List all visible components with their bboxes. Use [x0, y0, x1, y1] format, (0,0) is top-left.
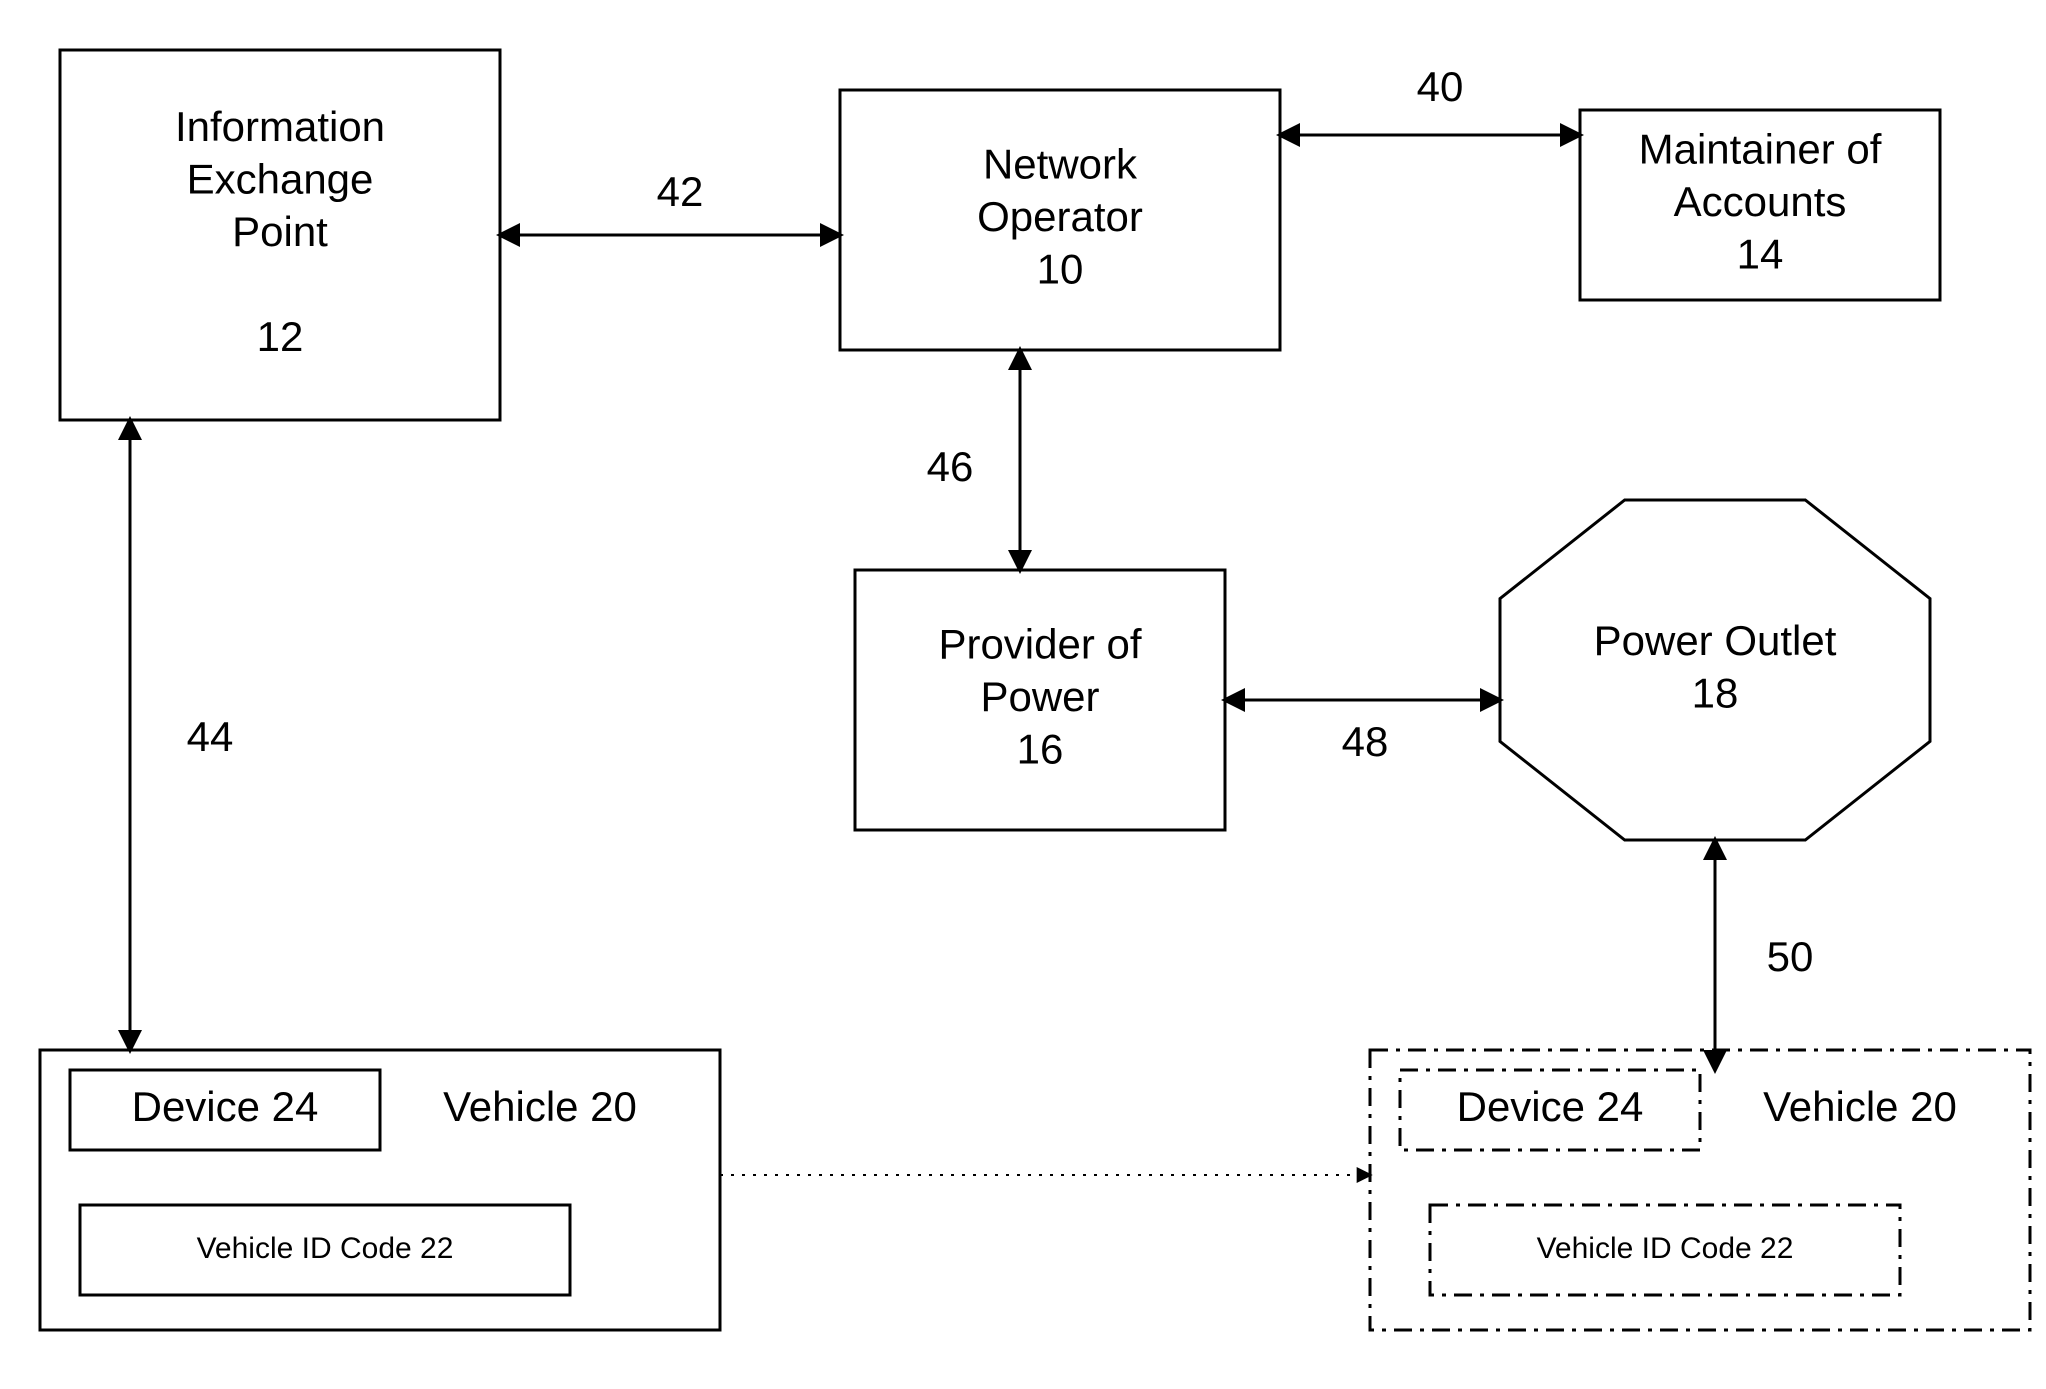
svg-text:Network: Network	[983, 141, 1138, 188]
svg-text:Operator: Operator	[977, 193, 1143, 240]
svg-text:Power: Power	[980, 673, 1099, 720]
svg-text:Vehicle 20: Vehicle 20	[443, 1083, 637, 1130]
svg-text:Information: Information	[175, 103, 385, 150]
svg-text:Power Outlet: Power Outlet	[1594, 617, 1837, 664]
svg-text:14: 14	[1737, 231, 1784, 278]
svg-text:48: 48	[1342, 718, 1389, 765]
svg-text:Exchange: Exchange	[187, 156, 374, 203]
svg-text:44: 44	[187, 713, 234, 760]
svg-text:Vehicle ID Code 22: Vehicle ID Code 22	[197, 1232, 454, 1265]
svg-text:Vehicle ID Code 22: Vehicle ID Code 22	[1537, 1232, 1794, 1265]
svg-text:42: 42	[657, 168, 704, 215]
svg-text:50: 50	[1767, 933, 1814, 980]
svg-text:16: 16	[1017, 726, 1064, 773]
svg-text:46: 46	[927, 443, 974, 490]
svg-text:Vehicle 20: Vehicle 20	[1763, 1083, 1957, 1130]
svg-text:40: 40	[1417, 63, 1464, 110]
svg-text:Point: Point	[232, 208, 328, 255]
svg-text:Maintainer of: Maintainer of	[1639, 126, 1882, 173]
svg-text:10: 10	[1037, 246, 1084, 293]
svg-text:Device 24: Device 24	[132, 1083, 319, 1130]
svg-text:12: 12	[257, 313, 304, 360]
svg-text:Provider of: Provider of	[938, 621, 1141, 668]
svg-text:Accounts: Accounts	[1674, 178, 1847, 225]
svg-text:18: 18	[1692, 669, 1739, 716]
svg-text:Device 24: Device 24	[1457, 1083, 1644, 1130]
